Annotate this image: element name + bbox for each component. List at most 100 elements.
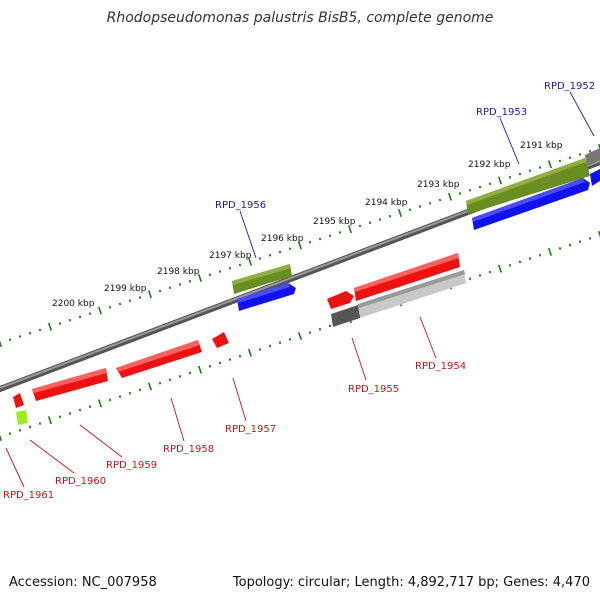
gene-label-rpd-1953[interactable]: RPD_1953 [476,107,527,118]
gene-box-rpd-1953-blue-top [472,178,585,222]
lower-scale-minor-tick [68,412,72,415]
gene-label-rpd-1961[interactable]: RPD_1961 [3,490,54,501]
gene-box-rpd-1956-olive-top [232,264,291,285]
lower-scale-minor-tick [538,253,542,257]
connector-rpd-1957 [232,377,247,422]
upper-scale-minor-tick [308,240,312,244]
scale-label-2200: 2200 kbp [52,299,95,309]
upper-scale-minor-tick [228,266,232,270]
gene-label-rpd-1952[interactable]: RPD_1952 [544,81,595,92]
lower-scale-minor-tick [158,381,162,385]
connector-rpd-1952 [569,91,595,137]
upper-scale-minor-tick [188,279,192,283]
lower-scale-major-tick [297,331,303,341]
lower-scale-major-tick [197,365,203,374]
lower-scale-minor-tick [558,247,562,250]
upper-scale-minor-tick [388,214,392,218]
lower-scale-minor-tick [128,391,132,395]
upper-scale-minor-tick [328,234,332,238]
connector-rpd-1953 [499,117,520,165]
upper-scale-minor-tick [168,286,172,290]
gene-box-rpd-1954-lightgray-top [358,270,465,308]
lower-scale-minor-tick [188,371,192,375]
gene-box-rpd-1960-lime[interactable] [16,410,28,425]
upper-scale-minor-tick [428,201,432,205]
lower-scale-minor-tick [528,257,532,260]
gene-box-rpd-1952-gray[interactable] [585,148,600,166]
gene-box-rpd-1953-olive[interactable] [466,158,590,214]
scale-label-2193: 2193 kbp [417,180,460,190]
connector-rpd-1959 [79,424,123,458]
lower-scale-minor-tick [38,422,42,425]
upper-scale-major-tick [298,241,302,250]
upper-scale-minor-tick [528,169,532,173]
gene-box-rpd-1955-red[interactable] [327,291,354,309]
lower-scale-minor-tick [318,327,322,331]
connector-rpd-1956 [239,210,257,259]
gene-label-rpd-1956[interactable]: RPD_1956 [215,200,266,211]
upper-scale-minor-tick [518,172,522,176]
lower-scale-major-tick [597,230,600,238]
upper-scale-minor-tick [338,231,342,234]
lower-scale-minor-tick [228,358,232,361]
upper-scale-major-tick [398,208,402,218]
upper-scale-minor-tick [368,221,372,225]
lower-scale-minor-tick [18,428,22,432]
gene-box-rpd-1952-blue[interactable] [590,169,600,186]
lower-scale-minor-tick [308,331,312,335]
scale-label-2191: 2191 kbp [520,141,563,151]
lower-scale-minor-tick [208,364,212,368]
gene-label-rpd-1960[interactable]: RPD_1960 [55,476,106,487]
upper-scale-minor-tick [138,296,142,299]
genome-summary-text: Topology: circular; Length: 4,892,717 bp… [232,575,590,590]
upper-scale-minor-tick [208,273,212,277]
upper-scale-minor-tick [178,283,182,286]
gene-box-rpd-1958-red-top [116,340,200,372]
gene-box-rpd-1956-blue-top [237,283,290,303]
lower-scale-minor-tick [468,277,472,281]
gene-box-rpd-1955-gray[interactable] [331,305,360,327]
gene-label-rpd-1959[interactable]: RPD_1959 [106,460,157,471]
lower-scale-minor-tick [78,408,82,412]
gene-box-rpd-1953-olive-top [466,158,586,205]
gene-box-rpd-1961-red[interactable] [13,393,24,408]
lower-scale-major-tick [97,399,103,408]
lower-scale-minor-tick [28,425,32,429]
gene-box-rpd-1957-red[interactable] [212,332,229,348]
gene-box-rpd-1959-red-top [32,368,107,393]
lower-scale-minor-tick [138,388,142,392]
upper-scale-minor-tick [18,335,22,338]
upper-scale-major-tick [548,160,552,169]
lower-scale-major-tick [0,434,3,442]
lower-scale-minor-tick [478,273,482,277]
lower-scale-minor-tick [268,344,272,348]
scale-label-2192: 2192 kbp [468,160,511,170]
lower-scale-minor-tick [508,263,512,267]
upper-scale-major-tick [348,225,352,234]
lower-scale-minor-tick [568,243,572,247]
upper-scale-major-tick [598,143,600,151]
lower-scale-minor-tick [58,415,62,419]
upper-scale-major-tick [98,306,102,315]
forward-strand-genes [232,148,600,311]
gene-box-rpd-1956-blue[interactable] [237,283,296,311]
upper-scale-major-tick [498,176,502,185]
upper-scale-minor-tick [578,153,582,156]
upper-scale-minor-tick [508,175,512,179]
upper-scale-minor-tick [458,192,462,195]
upper-scale-minor-tick [378,218,382,221]
connector-rpd-1960 [29,439,75,474]
connector-rpd-1958 [170,397,185,442]
scale-label-2196: 2196 kbp [261,234,304,244]
gene-label-rpd-1954[interactable]: RPD_1954 [415,361,466,372]
lower-scale-minor-tick [178,374,182,378]
gene-label-rpd-1955[interactable]: RPD_1955 [348,384,399,395]
upper-scale-minor-tick [68,318,72,322]
upper-scale-major-tick [248,257,252,266]
gene-box-rpd-1953-blue[interactable] [472,178,590,230]
upper-scale-minor-tick [478,185,482,189]
gene-label-rpd-1957[interactable]: RPD_1957 [225,424,276,435]
lower-scale-major-tick [247,348,253,357]
gene-label-rpd-1958[interactable]: RPD_1958 [163,444,214,455]
lower-scale-minor-tick [278,341,282,345]
